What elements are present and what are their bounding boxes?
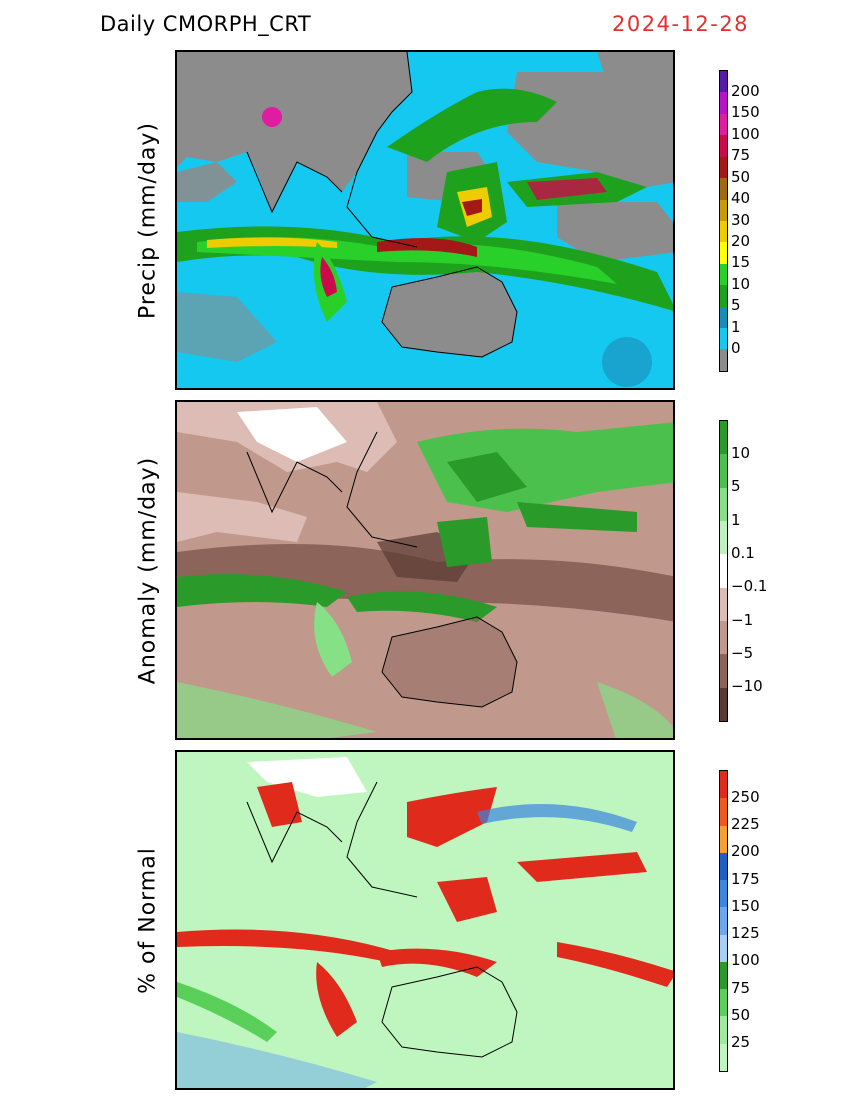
- colorbar-swatch: [720, 71, 727, 93]
- colorbar-swatch: [720, 349, 727, 371]
- colorbar-tick-label: 40: [731, 189, 751, 208]
- percent-colorbar: [719, 770, 728, 1072]
- colorbar-swatch: [720, 1016, 727, 1044]
- colorbar-tick-label: 50: [731, 1005, 751, 1024]
- colorbar-swatch: [720, 825, 727, 853]
- colorbar-tick-label: 50: [731, 167, 751, 186]
- colorbar-swatch: [720, 1043, 727, 1071]
- precip-colorbar: [719, 70, 728, 372]
- colorbar-swatch: [720, 421, 727, 455]
- colorbar-swatch: [720, 687, 727, 721]
- colorbar-swatch: [720, 934, 727, 962]
- colorbar-tick-label: 5: [731, 477, 741, 496]
- colorbar-swatch: [720, 242, 727, 264]
- colorbar-tick-label: 125: [731, 924, 760, 943]
- colorbar-tick-label: 75: [731, 146, 751, 165]
- colorbar-tick-label: 20: [731, 231, 751, 250]
- colorbar-tick-label: 250: [731, 787, 760, 806]
- colorbar-swatch: [720, 654, 727, 688]
- colorbar-tick-label: 200: [731, 81, 760, 100]
- colorbar-tick-label: 0.1: [731, 543, 755, 562]
- colorbar-tick-label: 5: [731, 296, 741, 315]
- colorbar-tick-label: −1: [731, 610, 754, 629]
- colorbar-swatch: [720, 199, 727, 221]
- colorbar-tick-label: 150: [731, 103, 760, 122]
- colorbar-tick-label: 175: [731, 869, 760, 888]
- colorbar-tick-label: 0: [731, 339, 741, 358]
- percent-normal-map: [175, 750, 675, 1090]
- colorbar-swatch: [720, 852, 727, 881]
- colorbar-swatch: [720, 454, 727, 488]
- colorbar-tick-label: 30: [731, 210, 751, 229]
- colorbar-swatch: [720, 178, 727, 200]
- colorbar-swatch: [720, 880, 727, 908]
- colorbar-tick-label: 100: [731, 951, 760, 970]
- figure-date: 2024-12-28: [612, 12, 750, 36]
- colorbar-tick-label: 100: [731, 124, 760, 143]
- precip-map: [175, 50, 675, 390]
- colorbar-tick-label: 150: [731, 896, 760, 915]
- colorbar-swatch: [720, 306, 727, 329]
- colorbar-tick-label: 75: [731, 978, 751, 997]
- colorbar-tick-label: 225: [731, 815, 760, 834]
- figure-title: Daily CMORPH_CRT: [100, 12, 312, 36]
- colorbar-swatch: [720, 285, 727, 307]
- colorbar-swatch: [720, 907, 727, 935]
- anomaly-colorbar: [719, 420, 728, 722]
- colorbar-swatch: [720, 156, 727, 179]
- colorbar-tick-label: 15: [731, 253, 751, 272]
- colorbar-swatch: [720, 989, 727, 1017]
- colorbar-tick-label: 1: [731, 510, 741, 529]
- colorbar-swatch: [720, 220, 727, 243]
- colorbar-swatch: [720, 328, 727, 350]
- colorbar-swatch: [720, 113, 727, 136]
- anomaly-axis-label: Anomaly (mm/day): [135, 456, 161, 685]
- colorbar-swatch: [720, 520, 727, 555]
- colorbar-tick-label: 10: [731, 274, 751, 293]
- colorbar-tick-label: −10: [731, 677, 763, 696]
- colorbar-swatch: [720, 798, 727, 826]
- colorbar-swatch: [720, 92, 727, 114]
- colorbar-swatch: [720, 587, 727, 621]
- colorbar-tick-label: 1: [731, 317, 741, 336]
- colorbar-swatch: [720, 487, 727, 521]
- colorbar-swatch: [720, 771, 727, 799]
- anomaly-map: [175, 400, 675, 740]
- colorbar-swatch: [720, 554, 727, 588]
- colorbar-tick-label: −0.1: [731, 577, 768, 596]
- colorbar-tick-label: 25: [731, 1033, 751, 1052]
- colorbar-swatch: [720, 135, 727, 157]
- colorbar-tick-label: 200: [731, 842, 760, 861]
- colorbar-tick-label: 10: [731, 443, 751, 462]
- percent-axis-label: % of Normal: [135, 847, 161, 994]
- colorbar-swatch: [720, 263, 727, 286]
- precip-axis-label: Precip (mm/day): [135, 121, 161, 320]
- colorbar-tick-label: −5: [731, 643, 754, 662]
- colorbar-swatch: [720, 620, 727, 655]
- colorbar-swatch: [720, 961, 727, 990]
